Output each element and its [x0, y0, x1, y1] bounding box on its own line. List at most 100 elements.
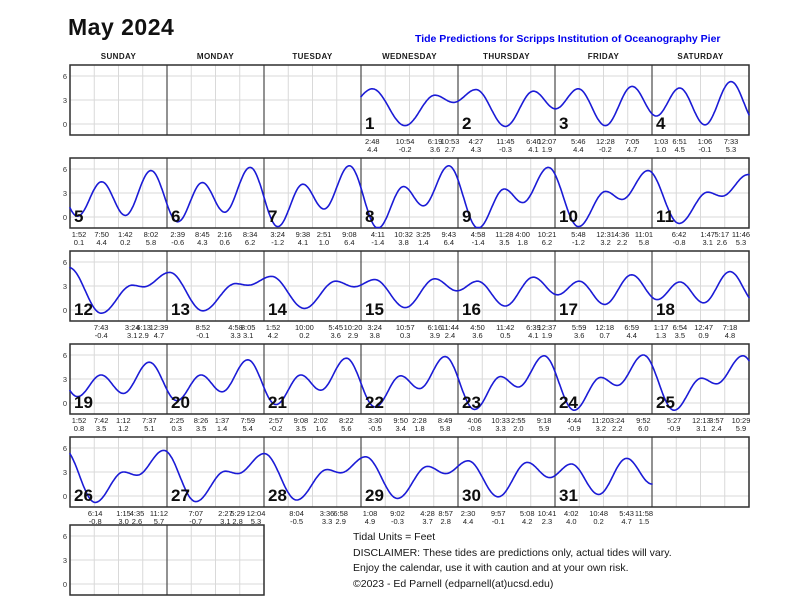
tide-time: 3:24 [367, 323, 383, 332]
tide-height: 2.0 [513, 424, 524, 433]
day-number-19: 19 [74, 393, 93, 412]
tide-time: 1:37 [214, 416, 230, 425]
tide-label: 2:27 3.1 [208, 510, 242, 526]
tide-label: 4:27 4.3 [459, 138, 493, 154]
tide-time: 8:26 [193, 416, 209, 425]
day-number-26: 26 [74, 486, 93, 505]
tide-height: 3.5 [499, 238, 510, 247]
tide-label: 3:24 2.2 [600, 417, 634, 433]
tide-label: 12:37 1.9 [530, 324, 564, 340]
tide-height: 3.4 [395, 424, 406, 433]
tide-height: 3.0 [118, 517, 129, 526]
tide-label: 4:35 2.6 [120, 510, 154, 526]
tide-time: 9:43 [441, 230, 457, 239]
tide-time: 8:49 [437, 416, 453, 425]
tide-time: 4:11 [370, 230, 385, 239]
tide-time: 7:18 [722, 323, 738, 332]
footer-copyright: ©2023 - Ed Parnell (edparnell(at)ucsd.ed… [353, 577, 554, 590]
tide-time: 9:02 [390, 509, 405, 518]
tide-label: 8:22 5.6 [329, 417, 363, 433]
tide-height: 4.4 [573, 145, 584, 154]
tide-height: 4.0 [566, 517, 577, 526]
tide-time: 2:57 [268, 416, 284, 425]
tide-label: 1:03 1.0 [644, 138, 678, 154]
tide-curve-week-1 [360, 80, 750, 128]
tide-label: 12:07 1.9 [530, 138, 564, 154]
tide-time: 4:28 [420, 509, 435, 518]
tide-height: 6.0 [638, 424, 649, 433]
tide-height: -0.8 [88, 517, 102, 526]
tide-time: 3:36 [319, 509, 335, 518]
day-number-9: 9 [462, 207, 472, 226]
day-header-thursday: THURSDAY [483, 52, 530, 61]
tide-label: 6:16 3.9 [418, 324, 452, 340]
tide-time: 2:28 [412, 416, 427, 425]
tide-label: 8:52 -0.1 [186, 324, 220, 340]
tide-label: 7:33 5.3 [714, 138, 748, 154]
y-axis-tick: 3 [62, 556, 67, 565]
tide-label: 4:28 3.7 [411, 510, 445, 526]
tide-label: 2:48 4.4 [355, 138, 389, 154]
tide-label: 12:04 5.3 [239, 510, 273, 526]
tide-time: 6:58 [333, 509, 348, 518]
tide-label: 7:37 5.1 [132, 417, 166, 433]
day-header-saturday: SATURDAY [677, 52, 724, 61]
tide-height: 1.8 [517, 238, 528, 247]
day-number-4: 4 [656, 114, 666, 133]
tide-label: 4:00 1.8 [506, 231, 540, 247]
tide-time: 11:45 [496, 137, 515, 146]
tide-height: 0.2 [593, 517, 604, 526]
tide-time: 10:57 [395, 323, 415, 332]
tide-label: 1:52 4.2 [256, 324, 290, 340]
tide-label: 11:01 5.8 [627, 231, 661, 247]
day-number-3: 3 [559, 114, 569, 133]
week-row-chart-3 [69, 250, 750, 322]
tide-time: 5:46 [571, 137, 586, 146]
tide-height: 4.2 [267, 331, 279, 340]
day-number-23: 23 [462, 393, 481, 412]
tide-label: 6:13 2.9 [127, 324, 161, 340]
tide-height: 4.5 [674, 145, 685, 154]
tide-height: 1.2 [118, 424, 129, 433]
day-number-25: 25 [656, 393, 675, 412]
tide-height: 4.7 [626, 145, 638, 154]
tide-height: 0.8 [73, 424, 85, 433]
tide-time: 11:12 [149, 509, 169, 518]
tide-label: 5:17 2.6 [705, 231, 739, 247]
tide-label: 3:57 2.4 [699, 417, 733, 433]
tide-label: 6:40 4.1 [516, 138, 550, 154]
tide-label: 2:51 1.0 [307, 231, 341, 247]
tide-height: 0.6 [219, 238, 230, 247]
tide-label: 9:52 6.0 [626, 417, 660, 433]
tide-label: 6:39 4.1 [516, 324, 550, 340]
tide-label: 11:58 1.5 [627, 510, 661, 526]
tide-time: 8:05 [240, 323, 256, 332]
tide-time: 9:18 [536, 416, 552, 425]
tide-label: 1:15 3.0 [107, 510, 141, 526]
tide-time: 9:50 [393, 416, 409, 425]
tide-label: 7:42 3.5 [84, 417, 118, 433]
day-number-13: 13 [171, 300, 190, 319]
tide-time: 3:30 [367, 416, 383, 425]
day-number-22: 22 [365, 393, 384, 412]
tide-time: 5:27 [666, 416, 682, 425]
day-number-21: 21 [268, 393, 287, 412]
tide-label: 8:05 3.1 [231, 324, 265, 340]
footer-notes: Tidal Units = Feet DISCLAIMER: These tid… [353, 530, 672, 592]
tide-height: -1.4 [371, 238, 385, 247]
tide-time: 5:08 [519, 509, 535, 518]
tide-label: 1:52 0.1 [62, 231, 96, 247]
tide-height: 4.4 [96, 238, 107, 247]
tide-time: 6:14 [87, 509, 103, 518]
y-axis-tick: 3 [62, 282, 67, 291]
tide-height: 2.7 [444, 145, 456, 154]
tide-time: 4:36 [614, 230, 630, 239]
tide-height: -0.1 [698, 145, 712, 154]
tide-time: 12:07 [537, 137, 557, 146]
y-axis-tick: 0 [62, 120, 67, 129]
tide-time: 3:24 [609, 416, 625, 425]
tide-time: 10:00 [295, 323, 314, 332]
tide-label: 4:06 -0.8 [458, 417, 492, 433]
tide-height: 2.2 [616, 238, 628, 247]
day-number-15: 15 [365, 300, 384, 319]
